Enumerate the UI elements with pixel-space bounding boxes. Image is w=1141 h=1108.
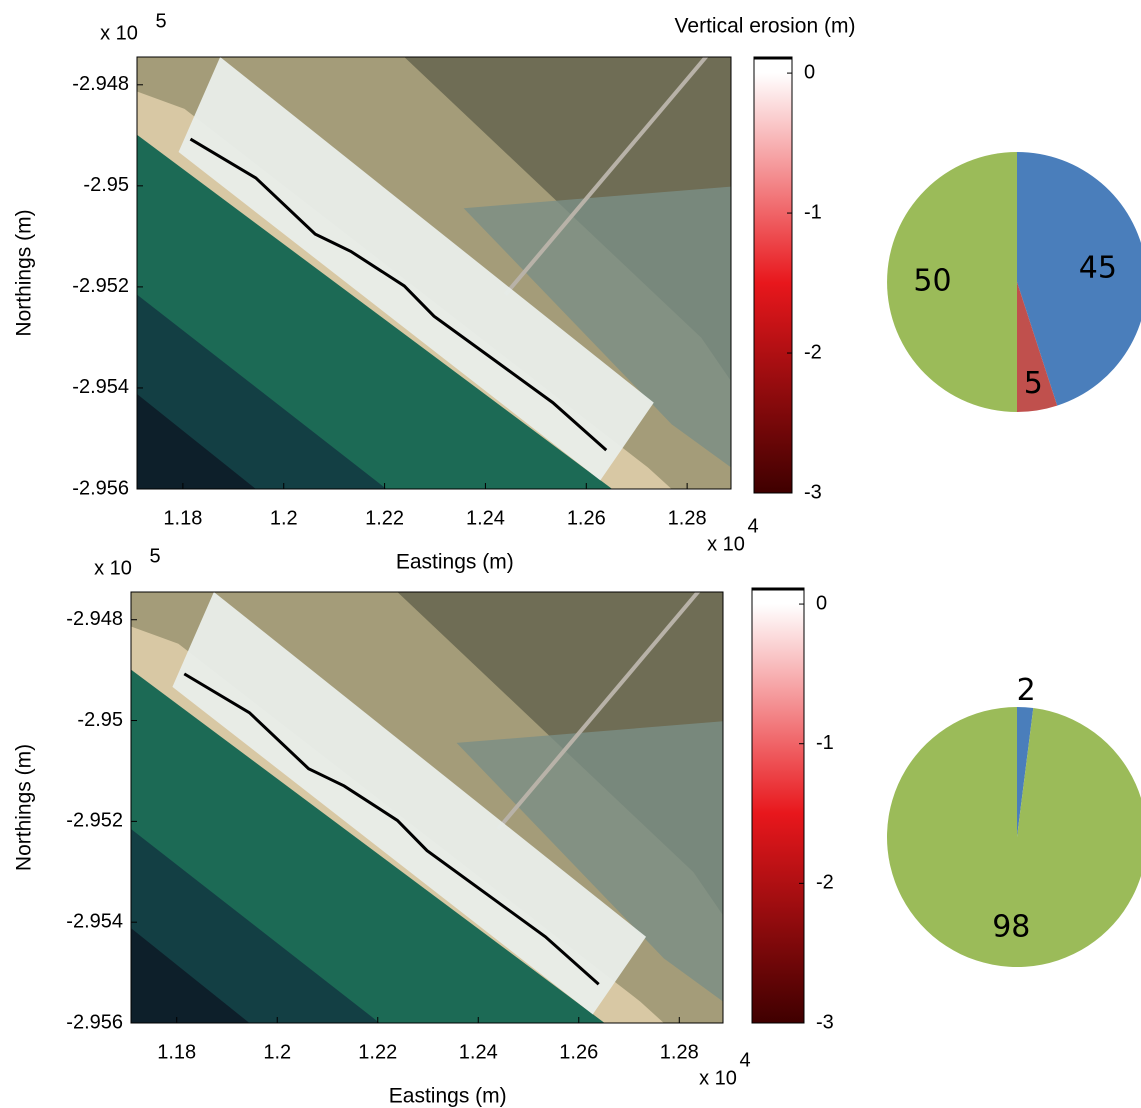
colorbar-tick-label: -2 <box>816 872 834 894</box>
y-tick-label: -2.948 <box>66 608 123 630</box>
y-tick-label: -2.952 <box>72 275 129 297</box>
x-tick-label: 1.18 <box>163 507 202 529</box>
pie-label: 45 <box>1079 251 1117 286</box>
x-tick-label: 1.18 <box>157 1041 196 1063</box>
colorbar-tick-label: -2 <box>804 341 822 363</box>
y-exponent: 5 <box>149 545 160 567</box>
colorbar-tick-label: -1 <box>816 732 834 754</box>
pie-label: 2 <box>1017 673 1036 708</box>
figure: 1.181.21.221.241.261.28-2.948-2.95-2.952… <box>0 0 1141 1108</box>
y-tick-label: -2.948 <box>72 73 129 95</box>
x-multiplier: x 10 <box>707 533 745 555</box>
x-axis-label: Eastings (m) <box>389 1085 507 1108</box>
y-axis-label: Northings (m) <box>13 209 36 336</box>
y-exponent: 5 <box>155 10 166 32</box>
colorbar-tick-label: -1 <box>804 201 822 223</box>
x-tick-label: 1.2 <box>263 1041 291 1063</box>
x-exponent: 4 <box>739 1049 750 1071</box>
y-tick-label: -2.952 <box>66 810 123 832</box>
y-multiplier: x 10 <box>94 557 132 579</box>
pie-label: 50 <box>913 264 951 299</box>
x-exponent: 4 <box>747 515 758 537</box>
x-tick-label: 1.26 <box>559 1041 598 1063</box>
x-tick-label: 1.2 <box>270 507 298 529</box>
page: {"chart_data": [ {"type": "map", "colorb… <box>0 0 1141 1108</box>
colorbar <box>754 57 792 493</box>
pie-slice <box>887 152 1017 412</box>
pie-label: 98 <box>992 909 1030 944</box>
map-image <box>137 48 731 489</box>
y-tick-label: -2.95 <box>83 174 129 196</box>
y-tick-label: -2.956 <box>72 477 129 499</box>
map-image <box>131 583 723 1023</box>
y-axis-label: Northings (m) <box>13 744 36 871</box>
x-tick-label: 1.28 <box>660 1041 699 1063</box>
x-tick-label: 1.22 <box>365 507 404 529</box>
colorbar-tick-label: 0 <box>804 61 815 83</box>
colorbar-tick-label: -3 <box>816 1011 834 1033</box>
x-tick-label: 1.26 <box>567 507 606 529</box>
x-tick-label: 1.28 <box>668 507 707 529</box>
colorbar-label: Vertical erosion (m) <box>675 15 856 38</box>
colorbar-tick-label: 0 <box>816 592 827 614</box>
x-multiplier: x 10 <box>699 1067 737 1089</box>
y-tick-label: -2.954 <box>66 910 123 932</box>
y-tick-label: -2.956 <box>66 1011 123 1033</box>
x-tick-label: 1.24 <box>466 507 505 529</box>
y-tick-label: -2.95 <box>77 709 123 731</box>
x-axis-label: Eastings (m) <box>396 551 514 574</box>
pie-label: 5 <box>1024 366 1043 401</box>
colorbar <box>752 588 804 1023</box>
x-tick-label: 1.24 <box>459 1041 498 1063</box>
colorbar-tick-label: -3 <box>804 481 822 503</box>
x-tick-label: 1.22 <box>358 1041 397 1063</box>
y-tick-label: -2.954 <box>72 376 129 398</box>
y-multiplier: x 10 <box>100 22 138 44</box>
